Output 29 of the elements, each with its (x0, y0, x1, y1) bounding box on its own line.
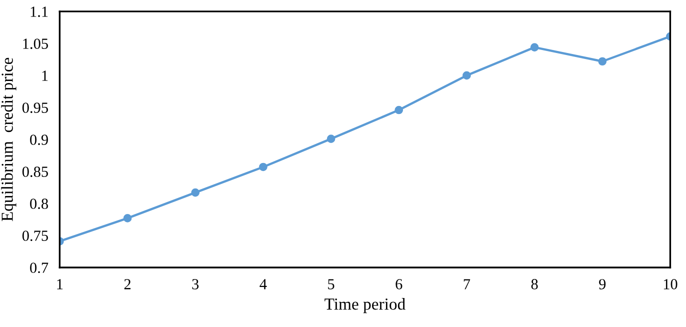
y-axis-title: Equilibrium credit price (1, 58, 16, 222)
point (123, 214, 132, 222)
x-tick-label: 8 (531, 279, 538, 290)
x-tick-label: 3 (192, 279, 199, 290)
y-tick-label: 0.85 (22, 166, 48, 177)
y-tick-label: 0.8 (30, 198, 48, 209)
x-tick-label: 2 (124, 279, 130, 290)
y-tick-label: 0.7 (30, 262, 48, 274)
y-tick-label: 0.95 (22, 102, 48, 113)
point (598, 57, 607, 66)
y-tick-label: 0.9 (30, 134, 48, 145)
point (462, 71, 471, 80)
y-tick-label: 0.75 (22, 230, 48, 241)
x-tick-label: 1 (57, 279, 63, 290)
x-axis-title: Time period (324, 298, 406, 314)
y-tick-label: 1.1 (30, 6, 48, 17)
y-tick-label: 1 (42, 70, 48, 81)
x-tick-label: 7 (464, 279, 470, 290)
point (530, 43, 539, 52)
y-tick-label: 1.05 (23, 38, 48, 49)
point (394, 106, 404, 114)
point (326, 134, 336, 143)
x-tick-label: 5 (328, 279, 334, 290)
point (259, 162, 268, 172)
x-tick-label: 9 (599, 279, 606, 290)
x-tick-label: 10 (664, 279, 678, 290)
x-tick-label: 4 (260, 279, 267, 290)
x-tick-label: 6 (396, 279, 402, 290)
point (191, 188, 200, 197)
